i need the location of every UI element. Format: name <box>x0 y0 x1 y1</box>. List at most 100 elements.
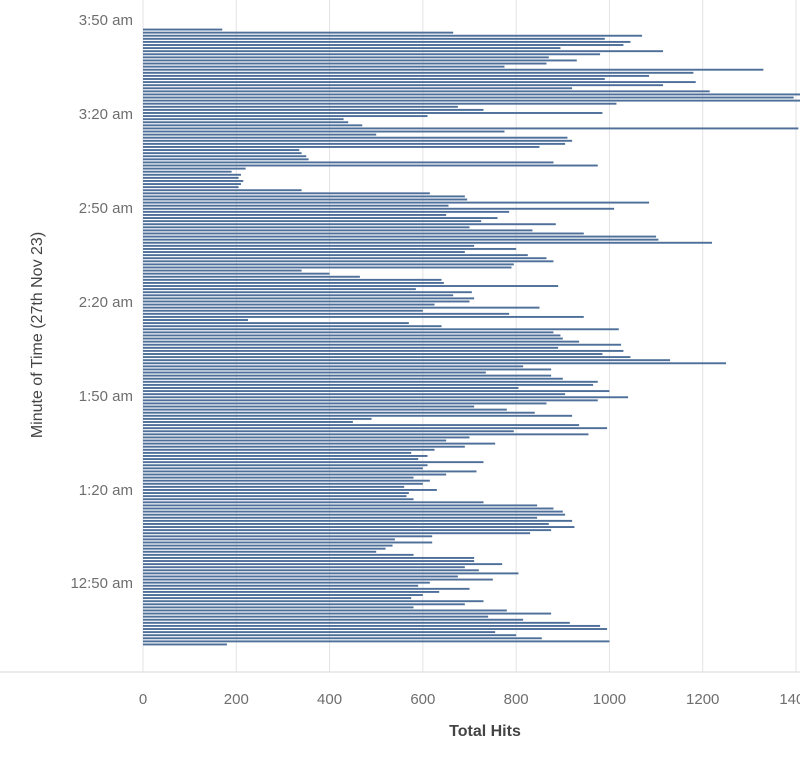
bar[interactable] <box>143 618 524 621</box>
bar[interactable] <box>143 495 407 498</box>
bar[interactable] <box>143 538 395 541</box>
bar[interactable] <box>143 56 549 59</box>
bar[interactable] <box>143 161 554 164</box>
bar[interactable] <box>143 387 519 389</box>
bar[interactable] <box>143 621 570 624</box>
bar[interactable] <box>143 315 584 318</box>
bar[interactable] <box>143 380 598 383</box>
bar[interactable] <box>143 312 510 315</box>
bar[interactable] <box>143 396 629 399</box>
bar[interactable] <box>143 482 423 485</box>
bar[interactable] <box>143 374 552 377</box>
bar[interactable] <box>143 322 409 325</box>
bar[interactable] <box>143 96 794 99</box>
bar[interactable] <box>143 492 409 495</box>
bar[interactable] <box>143 189 302 192</box>
bar[interactable] <box>143 115 428 118</box>
bar[interactable] <box>143 217 498 219</box>
bar[interactable] <box>143 578 493 581</box>
bar[interactable] <box>143 479 430 482</box>
bar[interactable] <box>143 247 517 250</box>
bar[interactable] <box>143 118 344 121</box>
bar[interactable] <box>143 213 447 216</box>
bar[interactable] <box>143 473 447 476</box>
bar[interactable] <box>143 624 601 627</box>
bar[interactable] <box>143 303 435 306</box>
bar[interactable] <box>143 541 433 544</box>
bar[interactable] <box>143 281 444 284</box>
bar[interactable] <box>143 359 671 362</box>
bar[interactable] <box>143 399 598 402</box>
bar[interactable] <box>143 436 470 439</box>
bar[interactable] <box>143 142 566 145</box>
bar[interactable] <box>143 631 496 634</box>
bar[interactable] <box>143 587 470 590</box>
bar[interactable] <box>143 84 664 87</box>
bar[interactable] <box>143 254 528 257</box>
bar[interactable] <box>143 78 605 80</box>
bar[interactable] <box>143 232 584 235</box>
bar[interactable] <box>143 220 482 223</box>
bar[interactable] <box>143 461 484 464</box>
bar[interactable] <box>143 266 512 269</box>
bar[interactable] <box>143 501 484 504</box>
bar[interactable] <box>143 532 531 535</box>
bar[interactable] <box>143 470 477 473</box>
bar[interactable] <box>143 597 412 600</box>
bar[interactable] <box>143 634 517 637</box>
bar[interactable] <box>143 297 475 300</box>
bar[interactable] <box>143 139 573 142</box>
bar[interactable] <box>143 257 547 260</box>
bar[interactable] <box>143 81 696 84</box>
bar[interactable] <box>143 513 566 516</box>
bar[interactable] <box>143 581 430 584</box>
bar[interactable] <box>143 556 475 559</box>
bar[interactable] <box>143 476 414 479</box>
bar[interactable] <box>143 553 414 556</box>
bar[interactable] <box>143 504 538 507</box>
bar[interactable] <box>143 210 510 213</box>
bar[interactable] <box>143 93 800 96</box>
bar[interactable] <box>143 71 694 74</box>
bar[interactable] <box>143 584 419 587</box>
bar[interactable] <box>143 526 575 528</box>
bar[interactable] <box>143 544 393 547</box>
bar[interactable] <box>143 609 507 612</box>
bar[interactable] <box>143 337 563 340</box>
bar[interactable] <box>143 62 547 65</box>
bar[interactable] <box>143 346 559 349</box>
bar[interactable] <box>143 519 573 522</box>
bar[interactable] <box>143 158 309 161</box>
bar[interactable] <box>143 427 608 430</box>
bar[interactable] <box>143 362 727 365</box>
bar[interactable] <box>143 408 507 411</box>
bar[interactable] <box>143 566 465 569</box>
bar[interactable] <box>143 105 458 108</box>
bar[interactable] <box>143 643 227 646</box>
bar[interactable] <box>143 124 363 127</box>
bar[interactable] <box>143 108 484 111</box>
bar[interactable] <box>143 325 442 328</box>
bar[interactable] <box>143 112 603 114</box>
bar[interactable] <box>143 37 605 40</box>
bar[interactable] <box>143 424 580 427</box>
bar[interactable] <box>143 102 617 105</box>
bar[interactable] <box>143 411 535 414</box>
bar[interactable] <box>143 575 458 578</box>
bar[interactable] <box>143 448 435 451</box>
bar[interactable] <box>143 405 475 408</box>
bar[interactable] <box>143 263 514 266</box>
bar[interactable] <box>143 223 556 226</box>
bar[interactable] <box>143 198 468 201</box>
bar[interactable] <box>143 334 561 337</box>
bar[interactable] <box>143 251 465 253</box>
bar[interactable] <box>143 192 430 195</box>
bar[interactable] <box>143 547 386 550</box>
bar[interactable] <box>143 390 610 393</box>
bar[interactable] <box>143 278 442 281</box>
bar[interactable] <box>143 275 360 278</box>
bar[interactable] <box>143 353 603 355</box>
bar[interactable] <box>143 615 489 618</box>
bar[interactable] <box>143 489 437 491</box>
bar[interactable] <box>143 600 484 603</box>
